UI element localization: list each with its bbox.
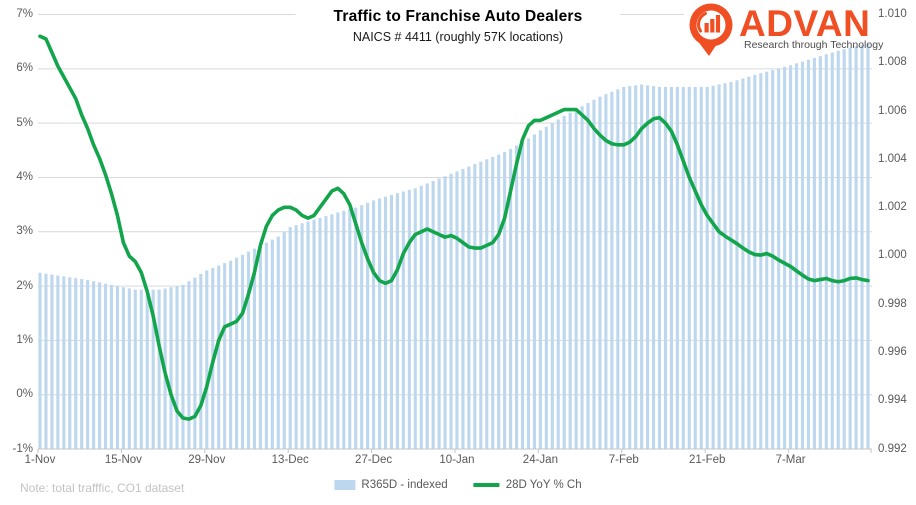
right-axis-tick-label: 1.004 <box>878 152 907 165</box>
advan-wordmark: ADVAN <box>739 3 871 44</box>
right-axis-tick-label: 1.006 <box>878 104 907 117</box>
chart-title: Traffic to Franchise Auto Dealers <box>333 8 583 25</box>
x-axis-tick-label: 7-Feb <box>608 454 639 466</box>
right-axis-tick-label: 0.992 <box>878 442 907 455</box>
left-axis-tick-label: 7% <box>16 8 33 20</box>
x-axis-tick-label: 24-Jan <box>522 454 558 466</box>
x-axis-tick-label: 7-Mar <box>775 454 806 466</box>
right-axis-tick-label: 0.996 <box>878 345 907 358</box>
left-axis-tick-label: 1% <box>16 333 33 346</box>
right-axis-tick-label: 1.000 <box>878 249 907 262</box>
advan-tagline: Research through Technology <box>744 39 884 51</box>
left-axis-tick-label: -1% <box>12 442 33 455</box>
right-axis-tick-label: 1.002 <box>878 201 907 214</box>
right-axis-tick-label: 0.994 <box>878 394 907 407</box>
x-axis-tick-label: 13-Dec <box>271 454 309 466</box>
x-axis-tick-label: 27-Dec <box>355 454 393 466</box>
right-axis-tick-label: 1.010 <box>878 8 907 20</box>
bar-series-swatch <box>334 480 356 490</box>
chart-note: Note: total trafffic, CO1 dataset <box>20 481 185 495</box>
right-axis-tick-label: 0.998 <box>878 297 907 310</box>
x-axis: 1-Nov 15-Nov 29-Nov 13-Dec 27-Dec 10-Jan 24-Ja… <box>0 454 916 470</box>
left-axis-tick-label: 0% <box>16 388 33 401</box>
right-axis-tick-label: 1.008 <box>878 56 907 69</box>
right-axis: 1.010 1.008 1.006 1.004 1.002 1.000 0.998 0.996… <box>878 0 916 460</box>
x-axis-tick-label: 21-Feb <box>688 454 726 466</box>
x-axis-tick-label: 15-Nov <box>104 454 142 466</box>
left-axis-tick-label: 4% <box>16 170 33 183</box>
line-series-swatch <box>473 483 500 487</box>
left-axis: 7% 6% 5% 4% 3% 2% 1% 0% -1% <box>0 0 33 460</box>
gridlines <box>38 14 872 450</box>
legend-label-line: 28D YoY % Ch <box>505 479 582 491</box>
x-axis-line <box>37 448 872 453</box>
chart-header: Traffic to Franchise Auto Dealers NAICS … <box>295 6 621 48</box>
advan-pin-icon <box>689 3 733 56</box>
left-axis-tick-label: 5% <box>16 116 33 129</box>
legend-item-bars: R365D - indexed <box>334 479 448 491</box>
left-axis-tick-label: 3% <box>16 225 33 238</box>
legend-label-bars: R365D - indexed <box>361 479 448 491</box>
left-axis-tick-label: 2% <box>16 279 33 292</box>
x-axis-tick-label: 1-Nov <box>24 454 56 466</box>
legend: R365D - indexed 28D YoY % Ch <box>334 479 582 491</box>
advan-logo: ADVAN Research through Technology <box>684 0 916 56</box>
x-axis-tick-label: 10-Jan <box>439 454 475 466</box>
bar-series <box>38 43 870 450</box>
x-axis-tick-label: 29-Nov <box>188 454 226 466</box>
left-axis-tick-label: 6% <box>16 62 33 75</box>
chart-subtitle: NAICS # 4411 (roughly 57K locations) <box>352 30 564 44</box>
line-series <box>38 34 870 421</box>
legend-item-line: 28D YoY % Ch <box>473 479 582 491</box>
